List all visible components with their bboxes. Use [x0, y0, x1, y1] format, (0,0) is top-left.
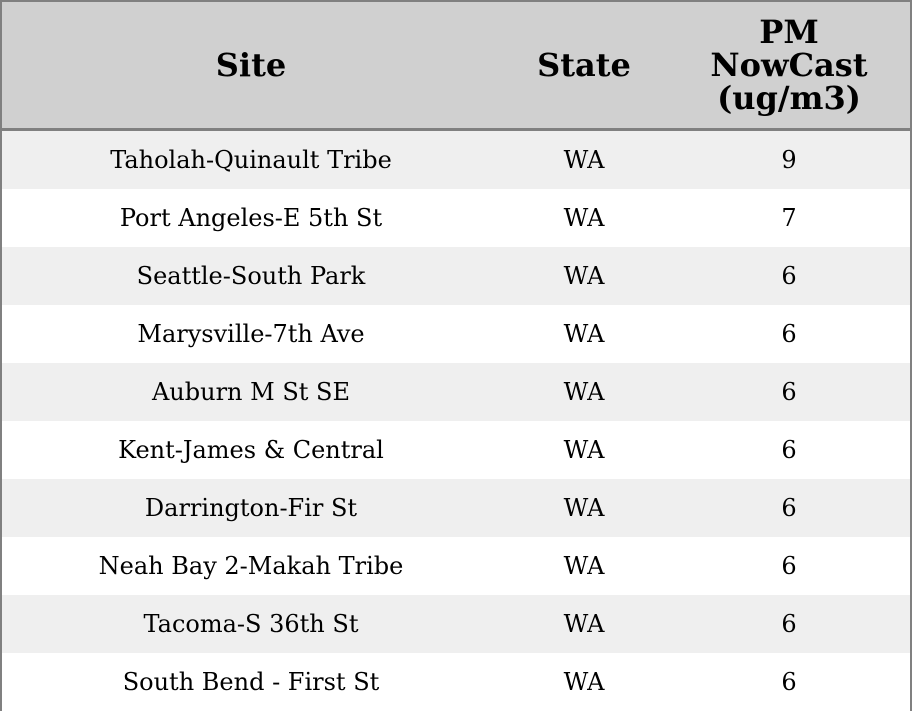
table-row: Seattle-South Park WA 6	[2, 247, 910, 305]
state-cell: WA	[500, 653, 668, 711]
table-row: South Bend - First St WA 6	[2, 653, 910, 711]
table-row: Kent-James & Central WA 6	[2, 421, 910, 479]
table-row: Tacoma-S 36th St WA 6	[2, 595, 910, 653]
site-cell: Tacoma-S 36th St	[2, 595, 500, 653]
state-cell: WA	[500, 421, 668, 479]
header-pm-line-1: PM	[759, 12, 819, 51]
pm-value-cell: 6	[668, 595, 910, 653]
pm-value-cell: 9	[668, 129, 910, 189]
site-cell: Seattle-South Park	[2, 247, 500, 305]
table-row: Taholah-Quinault Tribe WA 9	[2, 129, 910, 189]
header-pm-nowcast: PM NowCast (ug/m3)	[668, 2, 910, 131]
pm-value-cell: 6	[668, 653, 910, 711]
site-cell: Kent-James & Central	[2, 421, 500, 479]
pm-value-cell: 6	[668, 363, 910, 421]
state-cell: WA	[500, 189, 668, 247]
pm-value-cell: 6	[668, 537, 910, 595]
site-cell: South Bend - First St	[2, 653, 500, 711]
table-header-row: Site State PM NowCast (ug/m3)	[2, 2, 910, 131]
state-cell: WA	[500, 305, 668, 363]
header-pm-line-2: NowCast	[710, 45, 868, 84]
site-cell: Taholah-Quinault Tribe	[2, 129, 500, 189]
header-pm-line-3: (ug/m3)	[717, 78, 861, 117]
table-row: Port Angeles-E 5th St WA 7	[2, 189, 910, 247]
site-cell: Neah Bay 2-Makah Tribe	[2, 537, 500, 595]
state-cell: WA	[500, 247, 668, 305]
site-cell: Port Angeles-E 5th St	[2, 189, 500, 247]
state-cell: WA	[500, 537, 668, 595]
table-row: Darrington-Fir St WA 6	[2, 479, 910, 537]
state-cell: WA	[500, 479, 668, 537]
site-cell: Auburn M St SE	[2, 363, 500, 421]
pm-value-cell: 6	[668, 421, 910, 479]
site-cell: Marysville-7th Ave	[2, 305, 500, 363]
state-cell: WA	[500, 129, 668, 189]
state-cell: WA	[500, 363, 668, 421]
site-cell: Darrington-Fir St	[2, 479, 500, 537]
pm-value-cell: 6	[668, 247, 910, 305]
pm-value-cell: 7	[668, 189, 910, 247]
table-row: Auburn M St SE WA 6	[2, 363, 910, 421]
pm-value-cell: 6	[668, 479, 910, 537]
pm-value-cell: 6	[668, 305, 910, 363]
table-row: Marysville-7th Ave WA 6	[2, 305, 910, 363]
table-row: Neah Bay 2-Makah Tribe WA 6	[2, 537, 910, 595]
header-site: Site	[2, 2, 500, 131]
state-cell: WA	[500, 595, 668, 653]
header-state: State	[500, 2, 668, 131]
